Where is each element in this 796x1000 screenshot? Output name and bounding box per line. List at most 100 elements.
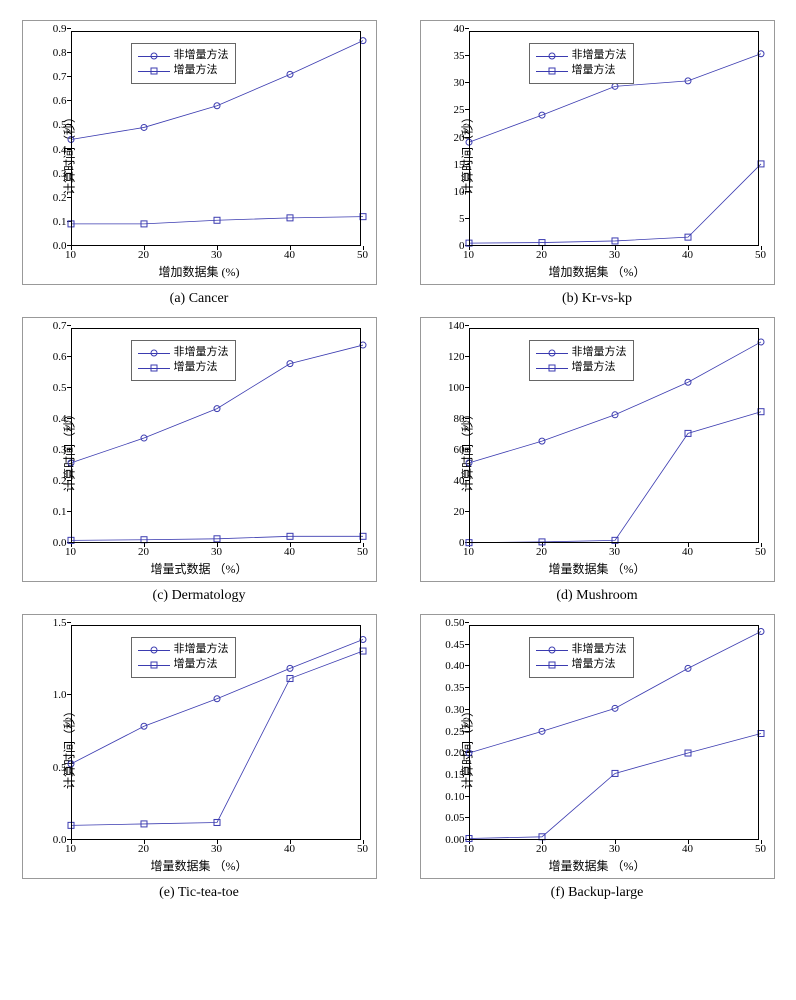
legend-label: 非增量方法 (174, 642, 229, 657)
y-tick-label: 0.50 (445, 617, 468, 629)
plot-area: 0.00.10.20.30.40.50.60.70.80.91020304050… (71, 31, 361, 246)
y-tick-label: 0.25 (445, 726, 468, 738)
y-tick-label: 0.4 (53, 413, 71, 425)
y-tick-label: 0.6 (53, 351, 71, 363)
chart-caption: (d) Mushroom (556, 588, 637, 604)
y-tick-label: 0.15 (445, 769, 468, 781)
y-tick-label: 0.7 (53, 320, 71, 332)
legend-label: 非增量方法 (174, 48, 229, 63)
legend-label: 非增量方法 (572, 345, 627, 360)
legend-item: 非增量方法 (536, 48, 627, 63)
y-tick-label: 0.35 (445, 682, 468, 694)
chart-d: 计算时间（秒）增量数据集 （%）020406080100120140102030… (413, 317, 781, 604)
legend-label: 增量方法 (174, 63, 218, 78)
x-axis-label: 增量数据集 （%） (151, 857, 248, 874)
y-tick-label: 0.45 (445, 639, 468, 651)
legend-marker-icon (536, 645, 568, 655)
y-tick-label: 0.5 (53, 382, 71, 394)
y-tick-label: 25 (454, 104, 469, 116)
y-tick-label: 0.30 (445, 704, 468, 716)
legend-item: 非增量方法 (536, 642, 627, 657)
legend-marker-icon (536, 348, 568, 358)
y-tick-label: 0.1 (53, 506, 71, 518)
chart-caption: (f) Backup-large (551, 885, 644, 901)
chart-box: 计算时间（秒）增量数据集 （%）020406080100120140102030… (420, 317, 775, 582)
y-tick-label: 0.7 (53, 71, 71, 83)
chart-box: 计算时间（秒）增量式数据 （%）0.00.10.20.30.40.50.60.7… (22, 317, 377, 582)
y-tick-label: 20 (454, 506, 469, 518)
chart-caption: (c) Dermatology (153, 588, 246, 604)
x-axis-label: 增量数据集 （%） (549, 857, 646, 874)
legend-item: 增量方法 (536, 657, 627, 672)
legend-item: 增量方法 (536, 360, 627, 375)
y-tick-label: 120 (448, 351, 469, 363)
legend-label: 非增量方法 (572, 48, 627, 63)
plot-area: 0204060801001201401020304050非增量方法增量方法 (469, 328, 759, 543)
chart-box: 计算时间（秒）增量数据集 （%）0.00.51.01.51020304050非增… (22, 614, 377, 879)
chart-b: 计算时间（秒）增加数据集 （%）051015202530354010203040… (413, 20, 781, 307)
y-tick-label: 0.10 (445, 791, 468, 803)
legend-item: 增量方法 (138, 360, 229, 375)
legend-label: 增量方法 (174, 657, 218, 672)
y-tick-label: 1.0 (53, 689, 71, 701)
chart-f: 计算时间（秒）增量数据集 （%）0.000.050.100.150.200.25… (413, 614, 781, 901)
legend-label: 增量方法 (174, 360, 218, 375)
chart-caption: (a) Cancer (170, 291, 229, 307)
y-tick-label: 0.40 (445, 660, 468, 672)
legend: 非增量方法增量方法 (529, 637, 634, 678)
chart-caption: (b) Kr-vs-kp (562, 291, 632, 307)
legend-label: 增量方法 (572, 63, 616, 78)
y-tick-label: 0.3 (53, 444, 71, 456)
legend-label: 增量方法 (572, 360, 616, 375)
legend-marker-icon (536, 660, 568, 670)
y-tick-label: 40 (454, 475, 469, 487)
y-tick-label: 0.05 (445, 812, 468, 824)
plot-area: 0.000.050.100.150.200.250.300.350.400.45… (469, 625, 759, 840)
legend: 非增量方法增量方法 (131, 637, 236, 678)
legend-label: 非增量方法 (572, 642, 627, 657)
legend-marker-icon (536, 51, 568, 61)
legend-label: 增量方法 (572, 657, 616, 672)
legend: 非增量方法增量方法 (131, 43, 236, 84)
chart-box: 计算时间（秒）增加数据集 (%)0.00.10.20.30.40.50.60.7… (22, 20, 377, 285)
plot-area: 0.00.51.01.51020304050非增量方法增量方法 (71, 625, 361, 840)
chart-box: 计算时间（秒）增加数据集 （%）051015202530354010203040… (420, 20, 775, 285)
legend-marker-icon (138, 51, 170, 61)
legend-marker-icon (138, 348, 170, 358)
chart-box: 计算时间（秒）增量数据集 （%）0.000.050.100.150.200.25… (420, 614, 775, 879)
y-tick-label: 140 (448, 320, 469, 332)
y-tick-label: 0.5 (53, 119, 71, 131)
y-tick-label: 80 (454, 413, 469, 425)
legend: 非增量方法增量方法 (529, 43, 634, 84)
legend-marker-icon (138, 660, 170, 670)
y-tick-label: 5 (459, 213, 469, 225)
y-tick-label: 40 (454, 23, 469, 35)
legend-item: 非增量方法 (138, 345, 229, 360)
y-tick-label: 0.8 (53, 47, 71, 59)
y-tick-label: 20 (454, 132, 469, 144)
x-axis-label: 增量式数据 （%） (151, 560, 248, 577)
legend: 非增量方法增量方法 (131, 340, 236, 381)
y-tick-label: 1.5 (53, 617, 71, 629)
y-tick-label: 0.2 (53, 475, 71, 487)
chart-c: 计算时间（秒）增量式数据 （%）0.00.10.20.30.40.50.60.7… (15, 317, 383, 604)
legend-item: 非增量方法 (138, 48, 229, 63)
y-tick-label: 0.4 (53, 144, 71, 156)
chart-caption: (e) Tic-tea-toe (159, 885, 239, 901)
y-tick-label: 10 (454, 186, 469, 198)
y-tick-label: 35 (454, 50, 469, 62)
legend-item: 增量方法 (536, 63, 627, 78)
x-axis-label: 增量数据集 （%） (549, 560, 646, 577)
legend-label: 非增量方法 (174, 345, 229, 360)
y-tick-label: 0.6 (53, 95, 71, 107)
chart-a: 计算时间（秒）增加数据集 (%)0.00.10.20.30.40.50.60.7… (15, 20, 383, 307)
legend-item: 非增量方法 (536, 345, 627, 360)
legend-marker-icon (536, 66, 568, 76)
y-tick-label: 60 (454, 444, 469, 456)
x-axis-label: 增加数据集 (%) (159, 263, 240, 280)
chart-e: 计算时间（秒）增量数据集 （%）0.00.51.01.51020304050非增… (15, 614, 383, 901)
legend-marker-icon (138, 363, 170, 373)
y-tick-label: 0.2 (53, 192, 71, 204)
y-tick-label: 15 (454, 159, 469, 171)
legend-marker-icon (138, 645, 170, 655)
